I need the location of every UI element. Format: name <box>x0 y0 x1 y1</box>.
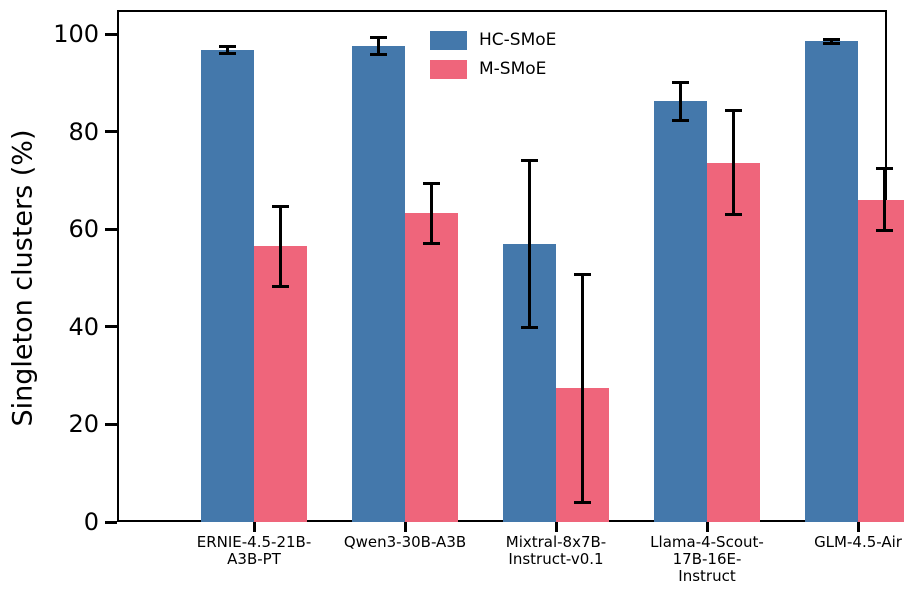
error-bar-cap <box>574 500 591 504</box>
error-bar-cap <box>370 35 387 39</box>
error-bar-cap <box>823 37 840 41</box>
error-bar-cap <box>521 158 538 162</box>
bar-m-smoe <box>707 162 760 522</box>
x-tick-label: GLM-4.5-Air <box>768 534 904 551</box>
error-bar-cap <box>725 108 742 112</box>
bar-hc-smoe <box>352 46 405 522</box>
x-tick <box>554 522 558 532</box>
y-tick <box>105 130 117 134</box>
x-tick-label-line: ERNIE-4.5-21B- <box>196 533 312 551</box>
legend-item-msmoe: M-SMoE <box>430 59 556 79</box>
x-tick <box>705 522 709 532</box>
y-tick-label: 80 <box>68 117 99 146</box>
x-tick-label-line: Qwen3-30B-A3B <box>343 533 467 551</box>
bar-hc-smoe <box>201 49 254 522</box>
error-bar-line <box>279 206 282 287</box>
error-bar-line <box>377 37 380 55</box>
error-bar-line <box>581 274 584 503</box>
bar-hc-smoe <box>654 101 707 522</box>
x-tick <box>403 522 407 532</box>
x-tick-label-line: Llama-4-Scout- <box>650 533 764 551</box>
error-bar-line <box>883 168 886 231</box>
y-axis-title: Singleton clusters (%) <box>7 129 39 427</box>
x-tick-label-line: Mixtral-8x7B- <box>505 533 607 551</box>
y-tick-label: 40 <box>68 312 99 341</box>
error-bar-cap <box>423 181 440 185</box>
legend: HC-SMoE M-SMoE <box>430 30 556 79</box>
bar-m-smoe <box>254 246 307 522</box>
error-bar-cap <box>725 213 742 217</box>
bar-m-smoe <box>858 199 904 522</box>
error-bar-cap <box>876 228 893 232</box>
x-tick-label: ERNIE-4.5-21B- A3B-PT <box>164 534 344 568</box>
y-tick <box>105 520 117 524</box>
error-bar-cap <box>672 80 689 84</box>
error-bar-cap <box>521 326 538 330</box>
y-tick <box>105 227 117 231</box>
legend-swatch-msmoe <box>430 59 467 79</box>
bar-m-smoe <box>405 213 458 522</box>
error-bar-cap <box>823 41 840 45</box>
x-tick-label-line: A3B-PT <box>227 550 281 568</box>
error-bar-line <box>226 46 229 54</box>
error-bar-cap <box>672 118 689 122</box>
x-tick-label: Qwen3-30B-A3B <box>315 534 495 551</box>
error-bar-line <box>430 183 433 244</box>
error-bar-cap <box>272 284 289 288</box>
y-tick-label: 20 <box>68 410 99 439</box>
error-bar-cap <box>219 45 236 49</box>
error-bar-line <box>732 110 735 215</box>
legend-label-hcsmoe: HC-SMoE <box>479 30 557 50</box>
x-tick-label-line: 17B-16E- <box>672 550 742 568</box>
error-bar-line <box>679 82 682 121</box>
y-tick-label: 60 <box>68 215 99 244</box>
legend-label-msmoe: M-SMoE <box>479 59 547 79</box>
error-bar-cap <box>272 205 289 208</box>
error-bar-cap <box>423 242 440 246</box>
error-bar-cap <box>876 167 893 171</box>
x-tick-label-line: Instruct-v0.1 <box>508 550 604 568</box>
x-tick-label-line: GLM-4.5-Air <box>814 533 902 551</box>
error-bar-cap <box>370 53 387 57</box>
x-tick-label-line: Instruct <box>678 567 736 585</box>
x-tick-label: Mixtral-8x7B- Instruct-v0.1 <box>466 534 646 568</box>
error-bar-line <box>528 160 531 328</box>
y-tick <box>105 32 117 36</box>
bar-hc-smoe <box>805 41 858 522</box>
legend-swatch-hcsmoe <box>430 30 467 50</box>
y-tick-label: 100 <box>53 20 99 49</box>
error-bar-line <box>830 39 833 44</box>
legend-item-hcsmoe: HC-SMoE <box>430 30 556 50</box>
y-tick-label: 0 <box>83 508 99 536</box>
y-tick <box>105 325 117 329</box>
x-tick <box>856 522 860 532</box>
x-tick-label: Llama-4-Scout- 17B-16E- Instruct <box>617 534 797 585</box>
error-bar-cap <box>219 51 236 55</box>
error-bar-cap <box>574 272 591 276</box>
y-tick <box>105 422 117 426</box>
x-tick <box>252 522 256 532</box>
